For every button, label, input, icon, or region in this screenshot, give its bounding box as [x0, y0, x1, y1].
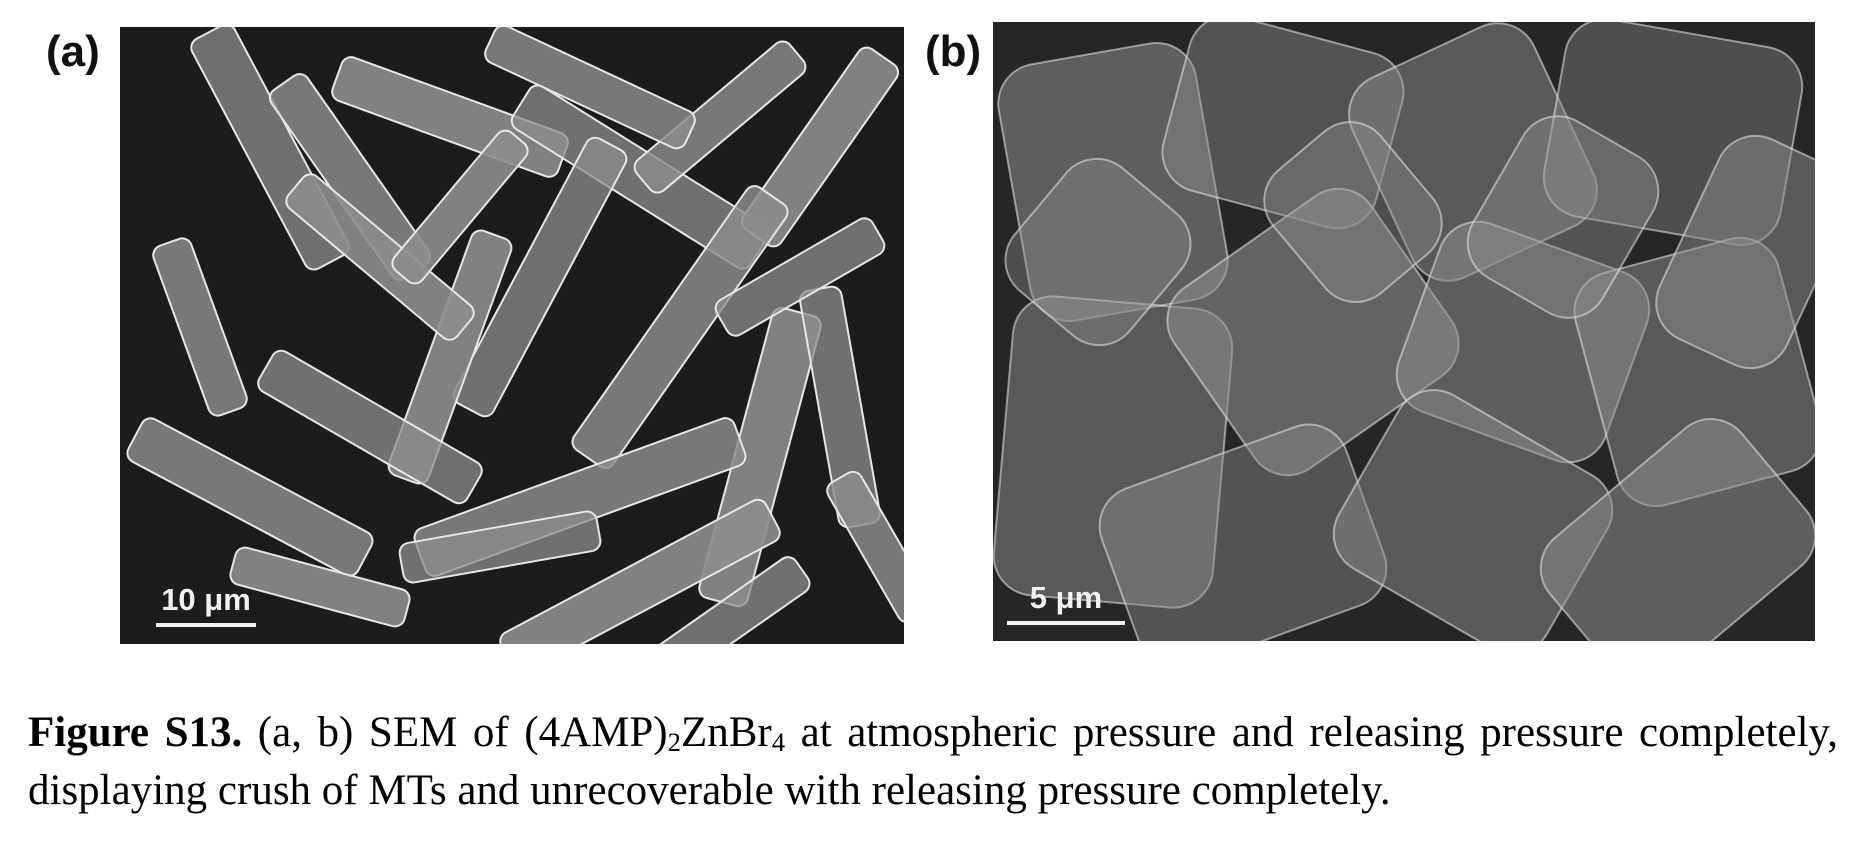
crystal-fragment — [1263, 121, 1443, 303]
crystal-fragment — [1539, 418, 1815, 641]
crystal-rod — [633, 40, 807, 194]
caption-text-2: ZnBr — [680, 709, 772, 756]
crystal-fragment — [1655, 134, 1815, 370]
crystal-fragment — [993, 295, 1234, 609]
crystal-rod — [629, 556, 811, 644]
crystal-rod — [826, 470, 904, 624]
crystal-rod — [571, 185, 789, 469]
scale-bar-a-line — [156, 623, 256, 627]
crystal-fragment — [1166, 187, 1460, 477]
scale-bar-b: 5 μm — [1007, 582, 1125, 625]
caption-text-1: (a, b) SEM of (4AMP) — [242, 709, 668, 756]
crystal-rod — [391, 129, 529, 285]
crystal-rod — [257, 349, 483, 505]
crystal-fragment — [1004, 157, 1192, 347]
figure-caption: Figure S13. (a, b) SEM of (4AMP)2ZnBr4 a… — [28, 704, 1838, 820]
scale-bar-a-label: 10 μm — [161, 582, 251, 617]
sem-image-a: 10 μm — [120, 27, 904, 644]
crystal-rod — [152, 237, 248, 417]
figure-caption-label: Figure S13. — [28, 709, 243, 756]
caption-subscript-2: 4 — [771, 726, 786, 757]
crystal-rod — [714, 217, 886, 337]
crystal-rod — [499, 498, 781, 644]
crystal-rod — [452, 136, 628, 418]
scale-bar-b-label: 5 μm — [1029, 580, 1103, 615]
crystal-rod — [126, 417, 374, 577]
sem-image-b: 5 μm — [993, 22, 1815, 641]
panel-label-b: (b) — [925, 27, 982, 76]
crystal-rod — [285, 173, 475, 341]
crystal-fragment — [1466, 115, 1660, 319]
panel-label-a: (a) — [46, 27, 100, 76]
sem-fragments-illustration — [993, 22, 1815, 641]
crystal-rod — [387, 229, 513, 485]
crystal-rod — [229, 546, 411, 628]
scale-bar-b-line — [1007, 621, 1125, 625]
caption-text-3: at atmospheric pressure and releasing pr… — [28, 709, 1838, 814]
caption-subscript-1: 2 — [667, 726, 681, 757]
sem-rods-illustration — [126, 27, 904, 644]
crystal-rod — [398, 510, 602, 584]
crystal-rod — [484, 27, 696, 150]
scale-bar-a: 10 μm — [156, 584, 256, 627]
